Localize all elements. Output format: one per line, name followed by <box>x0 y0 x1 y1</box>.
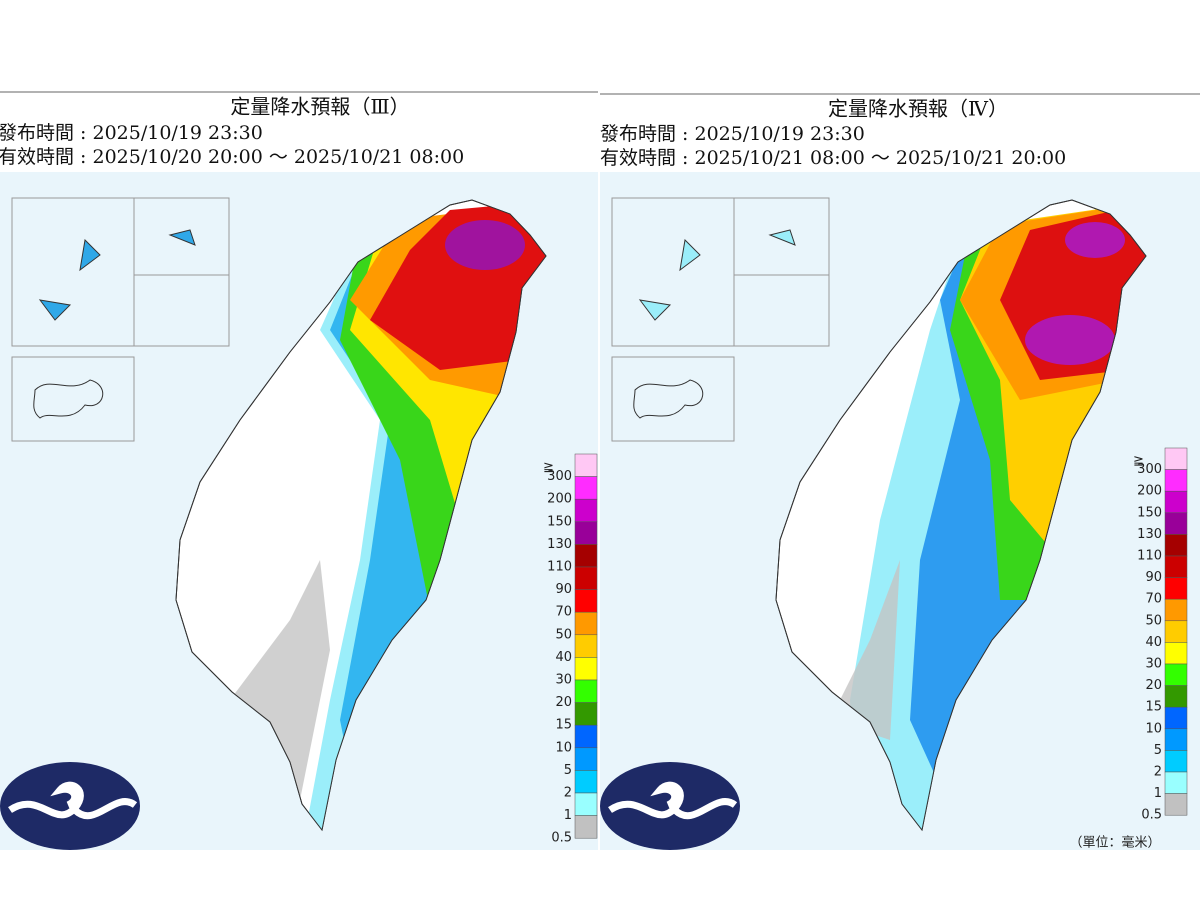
title: 定量降水預報（Ⅳ） <box>828 97 1008 121</box>
legend-label: 110 <box>1137 549 1162 564</box>
legend-swatch <box>574 476 598 500</box>
legend-swatch <box>574 747 598 771</box>
legend-label: 90 <box>555 582 572 597</box>
legend-label: 1 <box>1154 786 1162 801</box>
legend-label: 130 <box>1137 527 1162 542</box>
legend-label: 300 <box>547 469 572 484</box>
legend-swatch <box>1164 447 1188 470</box>
issued: 發布時間 : 2025/10/19 23:30 <box>600 123 865 145</box>
legend-swatch <box>574 544 598 568</box>
legend-swatch <box>1164 512 1188 535</box>
legend-swatch <box>1164 534 1188 557</box>
legend-label: 15 <box>555 718 572 733</box>
legend-label: 300 <box>1137 462 1162 477</box>
legend-swatch <box>574 724 598 749</box>
bottom-bg <box>0 850 1200 900</box>
legend-label: 1 <box>564 808 572 823</box>
legend-label: 5 <box>564 763 572 778</box>
legend-swatch <box>1164 642 1188 665</box>
legend-swatch <box>1164 555 1188 578</box>
unit: （單位：毫米） <box>1069 835 1160 851</box>
legend-label: 5 <box>1154 743 1162 758</box>
legend-label: 200 <box>547 492 572 507</box>
legend-swatch <box>1164 490 1188 514</box>
header-bg <box>600 92 1200 172</box>
legend-label: 20 <box>1145 678 1162 693</box>
legend-label: 130 <box>547 537 572 552</box>
legend-label: 15 <box>1145 700 1162 715</box>
legend-label: 40 <box>1145 635 1162 650</box>
legend-swatch <box>574 815 598 839</box>
legend-label: 90 <box>1145 570 1162 585</box>
legend-swatch <box>574 770 598 794</box>
legend-label: 50 <box>1145 613 1162 628</box>
legend-label: 30 <box>555 673 572 688</box>
legend-swatch <box>574 521 598 545</box>
legend-label: 70 <box>1145 592 1162 607</box>
legend-swatch <box>1164 663 1188 686</box>
legend-label: 0.5 <box>1141 808 1162 823</box>
valid: 有效時間 : 2025/10/21 08:00 ～ 2025/10/21 20:… <box>600 147 1066 169</box>
legend-label: 110 <box>547 560 572 575</box>
legend-swatch <box>574 453 598 477</box>
legend-label: 30 <box>1145 657 1162 672</box>
legend-swatch <box>574 702 598 726</box>
issued: 發布時間 : 2025/10/19 23:30 <box>0 122 263 144</box>
legend-swatch <box>1164 685 1188 708</box>
legend-swatch <box>574 679 598 703</box>
legend-swatch <box>1164 577 1188 600</box>
legend-label: 0.5 <box>551 831 572 846</box>
legend-label: 150 <box>547 514 572 529</box>
legend-swatch <box>574 498 598 523</box>
legend-swatch <box>1164 598 1188 622</box>
legend-label: 70 <box>555 605 572 620</box>
legend-swatch <box>574 589 598 613</box>
legend-swatch <box>1164 469 1188 492</box>
legend-label: 50 <box>555 627 572 642</box>
legend-prefix: ≧ <box>1133 453 1144 468</box>
legend-swatch <box>574 657 598 681</box>
legend-swatch <box>1164 728 1188 751</box>
legend-label: 150 <box>1137 505 1162 520</box>
legend-swatch <box>574 792 598 816</box>
legend-label: 40 <box>555 650 572 665</box>
legend-swatch <box>1164 706 1188 730</box>
legend-label: 20 <box>555 695 572 710</box>
legend-label: 2 <box>1154 765 1162 780</box>
legend-swatch <box>574 566 598 590</box>
legend-swatch <box>574 634 598 658</box>
legend-swatch <box>574 611 598 636</box>
legend-label: 10 <box>555 740 572 755</box>
header-bg <box>0 92 598 172</box>
legend-swatch <box>1164 620 1188 643</box>
legend-prefix: ≧ <box>543 460 554 475</box>
legend-swatch <box>1164 771 1188 794</box>
legend-swatch <box>1164 750 1188 773</box>
legend-label: 10 <box>1145 721 1162 736</box>
valid: 有效時間 : 2025/10/20 20:00 ～ 2025/10/21 08:… <box>0 146 464 168</box>
title: 定量降水預報（Ⅲ） <box>230 95 409 119</box>
legend-label: 200 <box>1137 484 1162 499</box>
legend-label: 2 <box>564 786 572 801</box>
legend-swatch <box>1164 793 1188 816</box>
